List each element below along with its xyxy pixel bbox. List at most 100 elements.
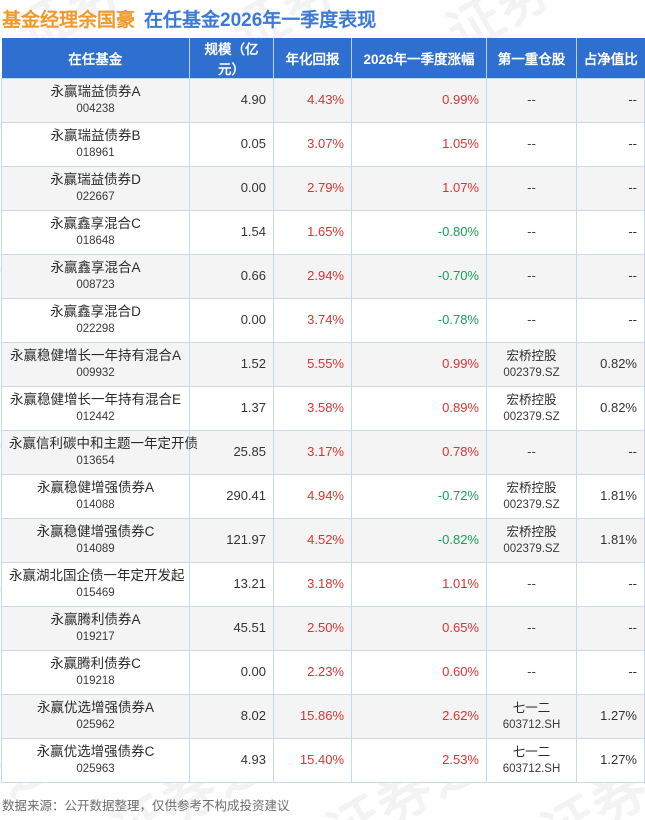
- cell-annual-return: 5.55%: [273, 342, 352, 387]
- cell-q1-change: -0.70%: [351, 254, 487, 299]
- cell-fund-name[interactable]: 永赢稳健增长一年持有混合A 009932: [1, 342, 190, 387]
- cell-q1-change: 1.07%: [351, 166, 487, 211]
- top-holding-code: 002379.SZ: [503, 498, 560, 511]
- cell-top-holding[interactable]: 宏桥控股 002379.SZ: [486, 474, 577, 519]
- cell-top-holding: --: [486, 606, 577, 651]
- cell-annual-return: 4.43%: [273, 78, 352, 123]
- cell-top-holding[interactable]: 宏桥控股 002379.SZ: [486, 342, 577, 387]
- cell-fund-name[interactable]: 永赢鑫享混合A 008723: [1, 254, 190, 299]
- cell-nav-ratio: --: [576, 298, 645, 343]
- column-header-annual-return: 年化回报: [273, 38, 352, 79]
- q1-change-value: 0.78%: [442, 444, 479, 460]
- q1-change-value: 1.07%: [442, 180, 479, 196]
- cell-annual-return: 2.79%: [273, 166, 352, 211]
- cell-fund-name[interactable]: 永赢优选增强债券A 025962: [1, 694, 190, 739]
- cell-annual-return: 3.17%: [273, 430, 352, 475]
- cell-fund-name[interactable]: 永赢腾利债券C 019218: [1, 650, 190, 695]
- fund-name-text: 永赢优选增强债券A: [36, 700, 154, 716]
- q1-change-value: 0.65%: [442, 620, 479, 636]
- cell-q1-change: 0.99%: [351, 78, 487, 123]
- table-row[interactable]: 永赢鑫享混合A 008723 0.66 2.94% -0.70% -- --: [1, 254, 645, 299]
- fund-name-text: 永赢优选增强债券C: [36, 744, 155, 760]
- cell-fund-name[interactable]: 永赢优选增强债券C 025963: [1, 738, 190, 783]
- cell-annual-return: 4.52%: [273, 518, 352, 563]
- top-holding-code: 603712.SH: [502, 718, 561, 731]
- cell-fund-name[interactable]: 永赢鑫享混合C 018648: [1, 210, 190, 255]
- cell-fund-name[interactable]: 永赢瑞益债券A 004238: [1, 78, 190, 123]
- top-holding-code: 603712.SH: [502, 762, 561, 775]
- cell-top-holding: --: [486, 562, 577, 607]
- cell-top-holding[interactable]: 宏桥控股 002379.SZ: [486, 518, 577, 563]
- table-row[interactable]: 永赢信利碳中和主题一年定开债 013654 25.85 3.17% 0.78% -- --: [1, 430, 645, 475]
- cell-top-holding: --: [486, 650, 577, 695]
- top-holding-name: 宏桥控股: [506, 525, 557, 539]
- cell-fund-name[interactable]: 永赢稳健增强债券C 014089: [1, 518, 190, 563]
- cell-top-holding[interactable]: 七一二 603712.SH: [486, 738, 577, 783]
- table-row[interactable]: 永赢腾利债券C 019218 0.00 2.23% 0.60% -- --: [1, 650, 645, 695]
- cell-top-holding: --: [486, 122, 577, 167]
- cell-nav-ratio: --: [576, 650, 645, 695]
- annual-return-value: 3.17%: [307, 444, 344, 460]
- cell-top-holding[interactable]: 宏桥控股 002379.SZ: [486, 386, 577, 431]
- cell-scale: 0.05: [189, 122, 274, 167]
- cell-scale: 0.66: [189, 254, 274, 299]
- fund-name-text: 永赢瑞益债券B: [50, 128, 141, 144]
- fund-name-text: 永赢鑫享混合A: [50, 260, 141, 276]
- fund-performance-table: 在任基金 规模（亿元） 年化回报 2026年一季度涨幅 第一重仓股 占净值比 永…: [1, 38, 645, 783]
- column-header-top-holding: 第一重仓股: [486, 38, 577, 79]
- annual-return-value: 2.79%: [307, 180, 344, 196]
- cell-top-holding: --: [486, 166, 577, 211]
- cell-scale: 4.90: [189, 78, 274, 123]
- cell-annual-return: 3.58%: [273, 386, 352, 431]
- top-holding-name: --: [527, 136, 536, 152]
- annual-return-value: 2.94%: [307, 268, 344, 284]
- table-row[interactable]: 永赢腾利债券A 019217 45.51 2.50% 0.65% -- --: [1, 606, 645, 651]
- table-row[interactable]: 永赢瑞益债券A 004238 4.90 4.43% 0.99% -- --: [1, 78, 645, 123]
- table-row[interactable]: 永赢瑞益债券B 018961 0.05 3.07% 1.05% -- --: [1, 122, 645, 167]
- fund-code-text: 012442: [76, 411, 115, 424]
- top-holding-name: --: [527, 620, 536, 636]
- cell-fund-name[interactable]: 永赢瑞益债券D 022667: [1, 166, 190, 211]
- cell-nav-ratio: --: [576, 562, 645, 607]
- table-row[interactable]: 永赢优选增强债券A 025962 8.02 15.86% 2.62% 七一二 603712.…: [1, 694, 645, 739]
- cell-fund-name[interactable]: 永赢信利碳中和主题一年定开债 013654: [1, 430, 198, 475]
- top-holding-name: 七一二: [512, 701, 551, 715]
- table-row[interactable]: 永赢鑫享混合D 022298 0.00 3.74% -0.78% -- --: [1, 298, 645, 343]
- table-row[interactable]: 永赢优选增强债券C 025963 4.93 15.40% 2.53% 七一二 603712.…: [1, 738, 645, 783]
- cell-fund-name[interactable]: 永赢稳健增长一年持有混合E 012442: [1, 386, 190, 431]
- fund-code-text: 009932: [76, 367, 115, 380]
- cell-fund-name[interactable]: 永赢湖北国企债一年定开发起 015469: [1, 562, 190, 607]
- cell-fund-name[interactable]: 永赢稳健增强债券A 014088: [1, 474, 190, 519]
- fund-name-text: 永赢鑫享混合D: [50, 304, 141, 320]
- cell-fund-name[interactable]: 永赢瑞益债券B 018961: [1, 122, 190, 167]
- cell-scale: 1.52: [189, 342, 274, 387]
- top-holding-name: --: [527, 268, 536, 284]
- fund-name-text: 永赢鑫享混合C: [50, 216, 141, 232]
- cell-fund-name[interactable]: 永赢鑫享混合D 022298: [1, 298, 190, 343]
- cell-nav-ratio: 0.82%: [576, 386, 645, 431]
- fund-name-text: 永赢稳健增强债券A: [36, 480, 154, 496]
- table-row[interactable]: 永赢稳健增长一年持有混合E 012442 1.37 3.58% 0.89% 宏桥控股 002…: [1, 386, 645, 431]
- fund-name-text: 永赢稳健增长一年持有混合A: [9, 348, 181, 364]
- table-row[interactable]: 永赢稳健增长一年持有混合A 009932 1.52 5.55% 0.99% 宏桥控股 002…: [1, 342, 645, 387]
- top-holding-name: 七一二: [512, 745, 551, 759]
- table-row[interactable]: 永赢湖北国企债一年定开发起 015469 13.21 3.18% 1.01% -- --: [1, 562, 645, 607]
- table-row[interactable]: 永赢稳健增强债券C 014089 121.97 4.52% -0.82% 宏桥控股 0023…: [1, 518, 645, 563]
- annual-return-value: 5.55%: [307, 356, 344, 372]
- cell-fund-name[interactable]: 永赢腾利债券A 019217: [1, 606, 190, 651]
- cell-q1-change: 1.01%: [351, 562, 487, 607]
- fund-name-text: 永赢腾利债券A: [50, 612, 141, 628]
- cell-annual-return: 15.86%: [273, 694, 352, 739]
- title-subject: 在任基金2026年一季度表现: [144, 9, 377, 31]
- fund-code-text: 013654: [76, 455, 115, 468]
- cell-top-holding[interactable]: 七一二 603712.SH: [486, 694, 577, 739]
- table-row[interactable]: 永赢瑞益债券D 022667 0.00 2.79% 1.07% -- --: [1, 166, 645, 211]
- fund-name-text: 永赢稳健增强债券C: [36, 524, 155, 540]
- table-row[interactable]: 永赢鑫享混合C 018648 1.54 1.65% -0.80% -- --: [1, 210, 645, 255]
- cell-q1-change: 0.60%: [351, 650, 487, 695]
- cell-scale: 290.41: [189, 474, 274, 519]
- cell-annual-return: 3.18%: [273, 562, 352, 607]
- cell-nav-ratio: --: [576, 210, 645, 255]
- cell-scale: 4.93: [189, 738, 274, 783]
- table-row[interactable]: 永赢稳健增强债券A 014088 290.41 4.94% -0.72% 宏桥控股 0023…: [1, 474, 645, 519]
